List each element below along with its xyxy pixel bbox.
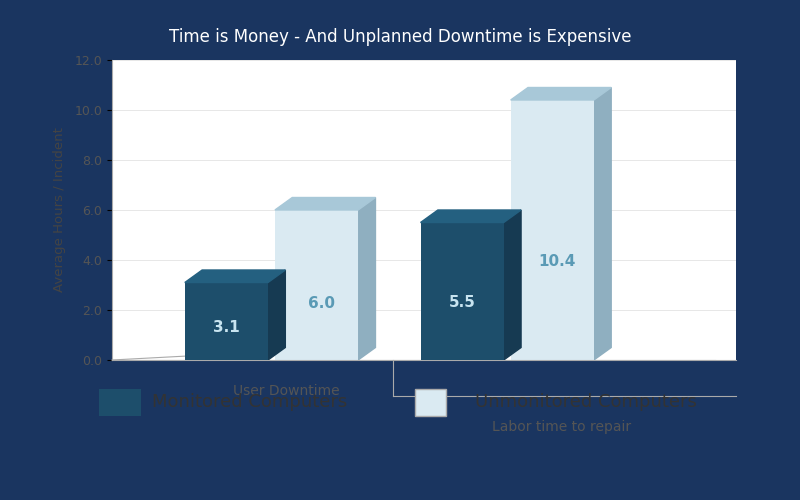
Text: Time is Money - And Unplanned Downtime is Expensive: Time is Money - And Unplanned Downtime i… bbox=[169, 28, 631, 46]
Text: 5.5: 5.5 bbox=[449, 294, 475, 310]
Text: Monitored Computers: Monitored Computers bbox=[152, 393, 347, 411]
Bar bbox=[185, 282, 268, 360]
Text: 10.4: 10.4 bbox=[538, 254, 576, 268]
Bar bbox=[510, 100, 594, 360]
Bar bbox=[415, 389, 446, 415]
Bar bbox=[421, 222, 504, 360]
Text: 3.1: 3.1 bbox=[213, 320, 240, 335]
Text: Labor time to repair: Labor time to repair bbox=[492, 420, 631, 434]
Polygon shape bbox=[185, 270, 286, 282]
Text: Unmonitored Computers: Unmonitored Computers bbox=[475, 393, 697, 411]
Polygon shape bbox=[594, 88, 611, 360]
Polygon shape bbox=[421, 210, 521, 222]
Text: 6.0: 6.0 bbox=[308, 296, 335, 310]
Polygon shape bbox=[275, 198, 375, 210]
Bar bbox=[275, 210, 358, 360]
Text: User Downtime: User Downtime bbox=[234, 384, 340, 398]
Polygon shape bbox=[510, 88, 611, 100]
Polygon shape bbox=[504, 210, 521, 360]
Y-axis label: Average Hours / Incident: Average Hours / Incident bbox=[53, 128, 66, 292]
Polygon shape bbox=[358, 198, 375, 360]
Polygon shape bbox=[268, 270, 286, 360]
Bar bbox=[99, 389, 141, 415]
